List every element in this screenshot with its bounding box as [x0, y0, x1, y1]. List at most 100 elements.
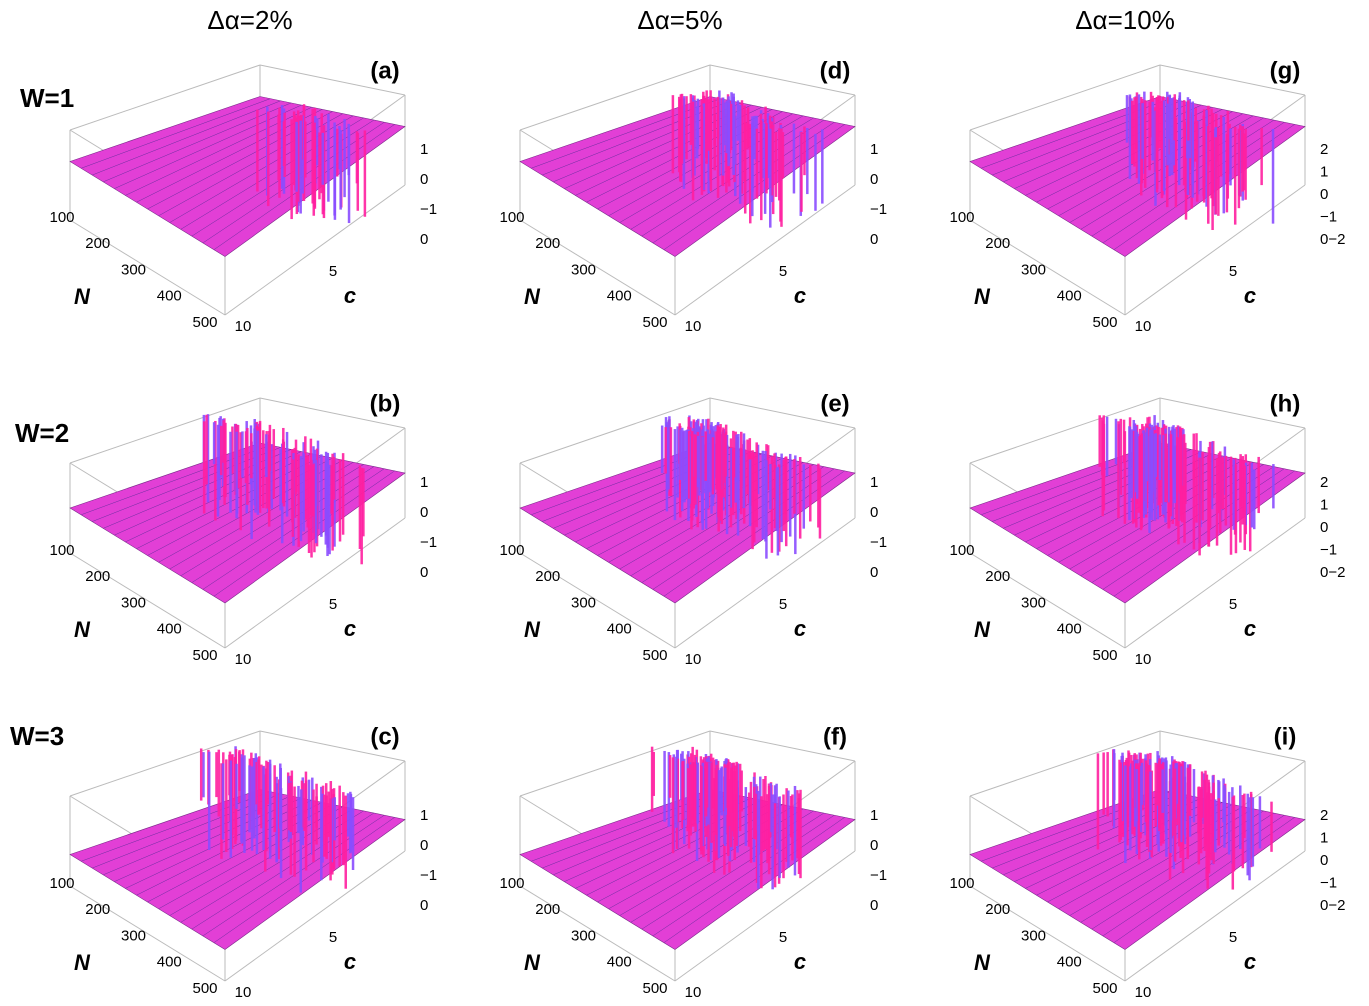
surface-stripe	[1181, 761, 1184, 849]
surface-stripe	[701, 436, 704, 531]
surface-stripe	[1239, 785, 1242, 850]
surface-stripe	[1214, 799, 1217, 853]
surface-stripe	[1195, 120, 1199, 202]
surface-stripe	[257, 759, 260, 815]
surface-stripe	[698, 426, 701, 496]
surface-stripe	[250, 433, 253, 479]
surface-stripe	[279, 767, 282, 848]
surface-stripe	[1229, 128, 1232, 186]
surface-stripe	[721, 97, 725, 176]
surface-stripe	[344, 795, 347, 889]
surface-stripe	[1183, 761, 1187, 821]
surface-stripe	[704, 765, 708, 817]
n-tick-label: 400	[1057, 954, 1082, 971]
surface-stripe	[265, 434, 268, 478]
box-edge	[224, 184, 406, 316]
surface-stripe	[1188, 99, 1191, 159]
surface-stripe	[680, 753, 683, 801]
surface-stripe	[239, 432, 242, 531]
surface-stripe	[302, 453, 305, 520]
z-tick-label: 1	[870, 474, 878, 491]
z-tick-label: 1	[1320, 163, 1328, 180]
surface-stripe	[702, 103, 706, 190]
surface-stripe	[774, 131, 778, 197]
n-tick-label: 300	[121, 594, 146, 611]
surface-stripe	[231, 426, 234, 474]
surface-stripe	[321, 132, 325, 185]
surface-stripe	[797, 798, 801, 875]
c-tick-label: 10	[1135, 984, 1152, 1001]
n-tick-label: 500	[192, 647, 217, 664]
box-edge	[1159, 730, 1306, 762]
c-tick-label: 5	[1229, 263, 1237, 280]
surface-stripe	[796, 790, 799, 859]
surface-stripe	[1114, 418, 1118, 465]
surface-stripe	[362, 468, 365, 537]
surface-stripe	[1237, 128, 1241, 209]
surface-stripe	[1113, 753, 1116, 801]
surface-stripe	[327, 791, 331, 837]
surface-stripe	[256, 109, 259, 192]
surface-stripe	[736, 100, 740, 141]
panel-label: (d)	[820, 57, 851, 84]
n-tick-label: 100	[49, 875, 74, 892]
box-edge	[69, 552, 226, 649]
surface-stripe	[294, 454, 298, 495]
surface-stripe	[1250, 462, 1254, 528]
surface-grid	[103, 102, 292, 183]
surface-stripe	[1140, 762, 1144, 805]
surface-stripe	[1169, 764, 1172, 853]
surface-stripe	[1243, 793, 1246, 839]
z-tick-label: 0	[870, 564, 878, 581]
surface-stripe	[311, 464, 314, 517]
surface-stripe	[785, 788, 788, 862]
surface-stripe	[1148, 101, 1151, 171]
surface-stripe	[769, 128, 772, 228]
n-tick-label: 300	[571, 261, 596, 278]
n-tick-label: 200	[85, 901, 110, 918]
surface-stripe	[297, 785, 300, 834]
box-edge	[224, 850, 406, 982]
c-tick-label: 10	[235, 984, 252, 1001]
surface-stripe	[1164, 433, 1167, 503]
surface-stripe	[751, 122, 754, 217]
surface-stripe	[687, 430, 691, 499]
surface-stripe	[360, 467, 363, 565]
surface-stripe	[778, 796, 781, 878]
surface-stripe	[313, 463, 316, 553]
z-tick-label: −1	[420, 867, 437, 884]
surface-stripe	[733, 771, 736, 860]
surface-stripe	[326, 458, 329, 557]
surface-stripe	[1203, 779, 1206, 851]
surface-stripe	[1211, 441, 1215, 499]
surface-stripe	[304, 121, 307, 178]
surface-stripe	[778, 464, 781, 552]
surface-stripe	[1149, 771, 1152, 851]
surface-stripe	[297, 116, 301, 202]
surface-stripe	[683, 430, 686, 503]
surface-stripe	[241, 431, 244, 478]
surface-stripe	[320, 454, 323, 537]
surface-stripe	[323, 794, 326, 857]
surface-stripe	[1098, 415, 1101, 467]
surface-stripe	[1175, 763, 1178, 804]
surface-stripe	[1135, 431, 1139, 499]
surface-stripe	[784, 456, 788, 547]
c-tick-label: 5	[1229, 929, 1237, 946]
surface-stripe	[252, 758, 256, 839]
surface-stripe	[1131, 760, 1134, 835]
surface-stripe	[318, 132, 321, 200]
surface-stripe	[690, 430, 694, 516]
box-edge	[519, 730, 711, 797]
surface-stripe	[748, 459, 752, 527]
box-edge	[519, 885, 676, 982]
surface-grid	[213, 817, 395, 943]
c-axis-label: c	[1244, 616, 1256, 641]
surface-stripe	[1159, 768, 1163, 846]
surface-stripe	[756, 444, 760, 495]
surface-stripe	[307, 464, 311, 554]
surface-stripe	[1141, 103, 1144, 159]
surface-stripe	[315, 796, 318, 845]
surface-stripe	[307, 779, 311, 821]
